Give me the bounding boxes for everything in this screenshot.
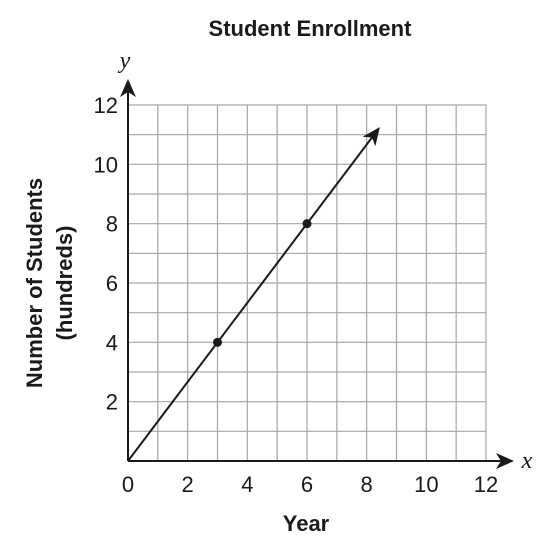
y-axis-variable: y <box>118 48 131 74</box>
x-axis-variable: x <box>521 448 533 474</box>
y-tick-label: 6 <box>106 271 118 296</box>
y-tick-label: 4 <box>106 330 118 355</box>
x-tick-label: 8 <box>361 472 373 497</box>
y-tick-label: 12 <box>94 93 118 118</box>
x-tick-label: 4 <box>241 472 253 497</box>
x-tick-label: 12 <box>474 472 498 497</box>
x-tick-label: 10 <box>414 472 438 497</box>
y-tick-label: 2 <box>106 390 118 415</box>
series-line <box>127 127 380 462</box>
data-point <box>213 337 222 347</box>
grid <box>127 104 487 462</box>
y-axis-title-line1: Number of Students <box>22 178 47 388</box>
chart-title: Student Enrollment <box>209 16 413 41</box>
data-point <box>302 219 312 229</box>
x-tick-label: 2 <box>182 472 194 497</box>
y-tick-label: 8 <box>106 212 118 237</box>
y-tick-label: 10 <box>94 152 118 177</box>
axes <box>120 79 514 469</box>
tick-labels: 0 2 4 6 8 10 12 2 4 6 8 10 12 <box>94 93 499 497</box>
y-axis-title-line2: (hundreds) <box>52 226 77 341</box>
x-tick-label: 6 <box>301 472 313 497</box>
x-axis-title: Year <box>283 511 330 536</box>
series <box>127 127 380 462</box>
x-tick-label: 0 <box>122 472 134 497</box>
